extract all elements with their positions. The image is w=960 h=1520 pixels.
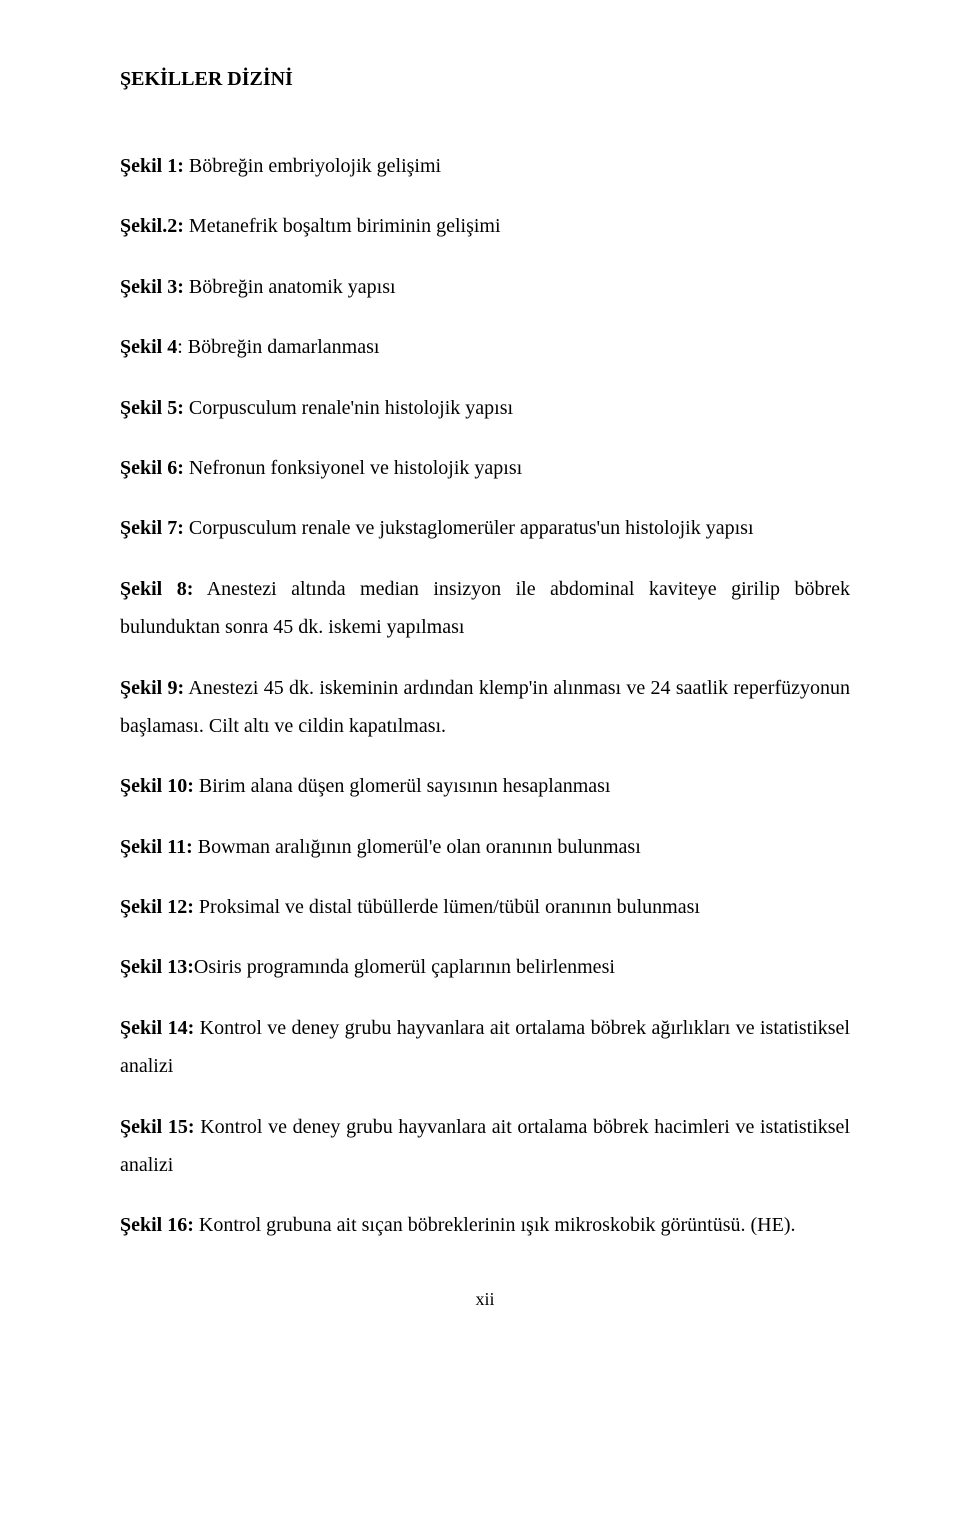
figure-label: Şekil 6:: [120, 457, 184, 479]
figure-entry: Şekil 15: Kontrol ve deney grubu hayvanl…: [120, 1108, 850, 1185]
figure-text: Kontrol ve deney grubu hayvanlara ait or…: [120, 1116, 850, 1176]
figure-label: Şekil 10:: [120, 775, 194, 797]
figure-text: Corpusculum renale'nin histolojik yapısı: [184, 397, 513, 419]
figure-entry: Şekil 9: Anestezi 45 dk. iskeminin ardın…: [120, 669, 850, 746]
figure-label: Şekil 3:: [120, 276, 184, 298]
figure-label: Şekil 15:: [120, 1116, 195, 1138]
figure-entry: Şekil 5: Corpusculum renale'nin histoloj…: [120, 389, 850, 427]
figure-label: Şekil 4: [120, 336, 177, 358]
figure-label: Şekil 1:: [120, 155, 184, 177]
figure-text: Birim alana düşen glomerül sayısının hes…: [194, 775, 611, 797]
figure-label: Şekil.2:: [120, 215, 184, 237]
figure-entry: Şekil 3: Böbreğin anatomik yapısı: [120, 268, 850, 306]
figure-text: Böbreğin anatomik yapısı: [184, 276, 396, 298]
figure-text: Proksimal ve distal tübüllerde lümen/tüb…: [194, 896, 700, 918]
figure-entry: Şekil 14: Kontrol ve deney grubu hayvanl…: [120, 1009, 850, 1086]
figure-text: : Böbreğin damarlanması: [177, 336, 379, 358]
figure-text: Osiris programında glomerül çaplarının b…: [194, 956, 615, 978]
figure-entry: Şekil 11: Bowman aralığının glomerül'e o…: [120, 828, 850, 866]
figure-label: Şekil 13:: [120, 956, 194, 978]
figure-text: Anestezi 45 dk. iskeminin ardından klemp…: [120, 677, 850, 737]
figure-entry: Şekil 8: Anestezi altında median insizyo…: [120, 570, 850, 647]
figure-entry: Şekil 7: Corpusculum renale ve jukstaglo…: [120, 509, 850, 547]
figure-entry: Şekil 10: Birim alana düşen glomerül say…: [120, 767, 850, 805]
figure-label: Şekil 11:: [120, 836, 193, 858]
figure-text: Kontrol grubuna ait sıçan böbreklerinin …: [194, 1214, 796, 1236]
figure-text: Corpusculum renale ve jukstaglomerüler a…: [184, 517, 754, 539]
figure-text: Bowman aralığının glomerül'e olan oranın…: [193, 836, 641, 858]
figure-label: Şekil 8:: [120, 578, 193, 600]
figure-entry: Şekil 6: Nefronun fonksiyonel ve histolo…: [120, 449, 850, 487]
figure-entry: Şekil.2: Metanefrik boşaltım biriminin g…: [120, 207, 850, 245]
figure-label: Şekil 5:: [120, 397, 184, 419]
figure-label: Şekil 12:: [120, 896, 194, 918]
figure-text: Anestezi altında median insizyon ile abd…: [120, 578, 850, 638]
figure-label: Şekil 14:: [120, 1017, 194, 1039]
figure-text: Nefronun fonksiyonel ve histolojik yapıs…: [184, 457, 522, 479]
document-page: ŞEKİLLER DİZİNİ Şekil 1: Böbreğin embriy…: [0, 0, 960, 1370]
figure-label: Şekil 7:: [120, 517, 184, 539]
figure-label: Şekil 9:: [120, 677, 184, 699]
figure-text: Kontrol ve deney grubu hayvanlara ait or…: [120, 1017, 850, 1077]
figure-entry: Şekil 13:Osiris programında glomerül çap…: [120, 948, 850, 986]
page-title: ŞEKİLLER DİZİNİ: [120, 68, 850, 91]
figure-text: Böbreğin embriyolojik gelişimi: [184, 155, 441, 177]
figure-entry: Şekil 1: Böbreğin embriyolojik gelişimi: [120, 147, 850, 185]
figure-entry: Şekil 12: Proksimal ve distal tübüllerde…: [120, 888, 850, 926]
figure-entry: Şekil 4: Böbreğin damarlanması: [120, 328, 850, 366]
figure-label: Şekil 16:: [120, 1214, 194, 1236]
figure-text: Metanefrik boşaltım biriminin gelişimi: [184, 215, 501, 237]
figure-entry: Şekil 16: Kontrol grubuna ait sıçan böbr…: [120, 1206, 850, 1244]
page-number: xii: [120, 1289, 850, 1310]
